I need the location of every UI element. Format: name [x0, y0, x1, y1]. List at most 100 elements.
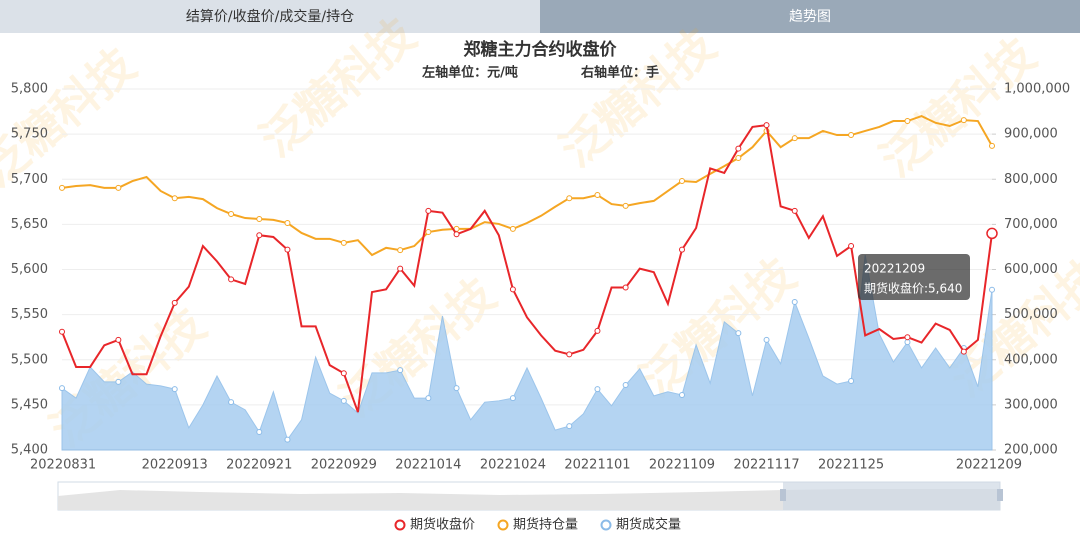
y2-tick-label: 300,000: [1004, 397, 1058, 412]
point: [848, 132, 855, 139]
y-tick-label: 5,700: [11, 172, 48, 187]
watermark: 泛糖科技: [870, 27, 1046, 187]
point: [679, 178, 685, 185]
legend-icon: [600, 519, 612, 531]
point: [679, 391, 685, 398]
line: [61, 114, 993, 257]
point: [566, 351, 573, 358]
tab-label[interactable]: 结算价/收盘价/成交量/持仓: [186, 8, 354, 25]
x-tick-label: 20220921: [226, 458, 292, 473]
point: [171, 195, 178, 202]
point: [425, 395, 432, 402]
point: [622, 284, 629, 291]
x-tick-label: 20220929: [311, 458, 377, 473]
point: [509, 286, 516, 293]
point: [115, 336, 122, 343]
point: [453, 231, 460, 238]
tooltip-value: 期货收盘价:5,640: [864, 281, 962, 296]
point: [679, 246, 685, 253]
point: [59, 385, 65, 392]
point: [622, 382, 629, 389]
point: [904, 334, 911, 341]
tab-label[interactable]: 趋势图: [789, 9, 831, 25]
tooltip-box: [858, 254, 970, 300]
point: [453, 385, 460, 392]
point: [594, 386, 601, 393]
point: [509, 395, 516, 402]
point: [763, 336, 770, 343]
point: [763, 122, 770, 129]
point: [228, 276, 235, 283]
y2-tick-label: 500,000: [1004, 307, 1058, 322]
point: [425, 229, 432, 236]
point: [397, 247, 404, 254]
data-zoom[interactable]: [57, 481, 1003, 511]
y2-tick-label: 1,000,000: [1004, 82, 1070, 97]
point: [566, 195, 573, 202]
tooltip: 20221209 期货收盘价:5,640: [858, 254, 970, 300]
point: [284, 246, 291, 253]
point: [228, 399, 235, 406]
y-tick-label: 5,550: [11, 307, 48, 322]
point: [59, 328, 65, 335]
x-tick-label: 20220913: [142, 458, 208, 473]
legend-label: 期货持仓量: [513, 517, 578, 533]
point: [735, 155, 742, 162]
legend-icon: [497, 519, 509, 531]
line: [61, 123, 993, 413]
legend-item[interactable]: 期货收盘价: [394, 517, 476, 533]
point: [735, 145, 742, 152]
y2-tick-label: 600,000: [1004, 262, 1058, 277]
point: [397, 265, 404, 272]
point: [904, 118, 911, 125]
point: [228, 210, 235, 217]
point: [622, 202, 629, 209]
y-tick-label: 5,600: [11, 262, 48, 277]
tab[interactable]: [0, 0, 540, 33]
x-tick-label: 20221101: [564, 458, 630, 473]
y-tick-label: 5,750: [11, 127, 48, 142]
x-tick-label: 20220831: [30, 458, 96, 473]
point: [960, 117, 967, 124]
point: [848, 377, 855, 384]
x-tick-label: 20221209: [956, 458, 1022, 473]
point: [59, 184, 65, 191]
y-tick-label: 5,500: [11, 352, 48, 367]
legend-item[interactable]: 期货成交量: [600, 517, 682, 533]
point: [791, 135, 798, 142]
subtitle: 右轴单位：手: [580, 65, 659, 81]
y-tick-label: 5,800: [11, 82, 48, 97]
legend-icon: [394, 519, 406, 531]
legend-item[interactable]: 期货持仓量: [497, 517, 579, 533]
y2-tick-label: 900,000: [1004, 127, 1058, 142]
area: [61, 254, 993, 451]
point: [171, 299, 178, 306]
point: [340, 370, 347, 377]
point: [594, 327, 601, 334]
y2-tick-label: 200,000: [1004, 443, 1058, 458]
tab-active[interactable]: [540, 0, 1080, 33]
point: [904, 339, 911, 346]
subtitle: 左轴单位：元/吨: [422, 65, 518, 81]
point: [256, 428, 263, 435]
x-tick-label: 20221125: [818, 458, 884, 473]
y-tick-label: 5,450: [11, 397, 48, 412]
point: [848, 243, 855, 250]
point: [256, 215, 263, 222]
point: [256, 232, 263, 239]
y-tick-label: 5,400: [11, 443, 48, 458]
point: [791, 207, 798, 214]
chart-title: 郑糖主力合约收盘价: [464, 39, 618, 60]
point: [960, 348, 967, 355]
legend-label: 期货收盘价: [410, 517, 475, 533]
point: [115, 378, 122, 385]
highlight-point: [986, 227, 998, 240]
point: [594, 192, 601, 199]
x-tick-label: 20221109: [649, 458, 715, 473]
tooltip-title: 20221209: [864, 262, 925, 276]
point: [425, 207, 432, 214]
point: [115, 184, 122, 191]
point: [340, 239, 347, 246]
